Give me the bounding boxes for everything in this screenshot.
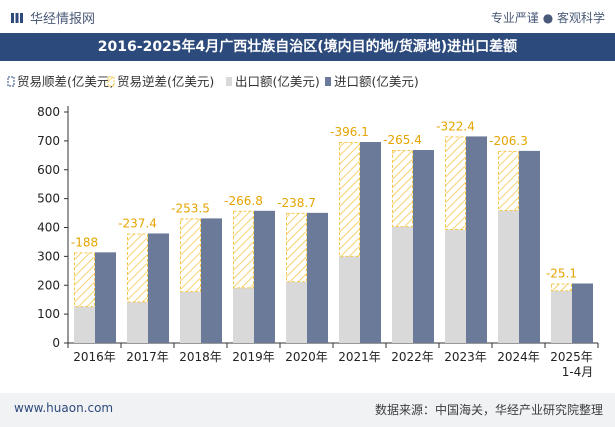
x-tick-label: 2017年 (126, 350, 169, 364)
x-tick-label: 2018年 (179, 350, 222, 364)
x-tick-label: 2024年 (497, 350, 540, 364)
deficit-bar (127, 233, 148, 303)
import-bar (572, 283, 593, 343)
import-bar (466, 136, 487, 343)
deficit-bar (180, 218, 201, 293)
y-tick-label: 400 (37, 221, 60, 235)
legend-label-export: 出口额(亿美元) (235, 74, 320, 89)
y-tick-label: 800 (37, 105, 60, 119)
x-tick-label: 1-4月 (562, 365, 594, 379)
y-tick-label: 500 (37, 192, 60, 206)
y-tick-label: 100 (37, 307, 60, 321)
logo-icon (11, 12, 23, 23)
export-bar (180, 291, 201, 343)
legend-label-surplus: 贸易顺差(亿美元) (17, 74, 114, 89)
x-tick-label: 2019年 (232, 350, 275, 364)
legend: 贸易顺差(亿美元) 贸易逆差(亿美元) 出口额(亿美元) 进口额(亿美元) (7, 74, 419, 89)
import-bar (307, 212, 328, 343)
website-link[interactable]: www.huaon.com (14, 401, 114, 415)
chart-title: 2016-2025年4月广西壮族自治区(境内目的地/货源地)进出口差额 (0, 33, 615, 61)
bars (74, 136, 593, 343)
legend-swatch-import (325, 77, 331, 86)
deficit-value-label: -238.7 (277, 196, 316, 210)
brand: 华经情报网 (10, 8, 95, 27)
deficit-value-label: -322.4 (436, 119, 475, 133)
y-tick-label: 0 (52, 336, 60, 350)
deficit-bar (233, 210, 254, 289)
data-source: 数据来源：中国海关，华经产业研究院整理 (374, 403, 603, 417)
export-bar (74, 306, 95, 343)
import-bar (201, 218, 222, 343)
deficit-bar (392, 149, 413, 228)
deficit-value-label: -253.5 (171, 201, 210, 215)
deficit-bar (498, 150, 519, 211)
x-tick-label: 2023年 (444, 350, 487, 364)
y-tick-label: 700 (37, 134, 60, 148)
x-tick-label: 2025年 (550, 350, 593, 364)
deficit-value-label: -396.1 (330, 125, 369, 139)
export-bar (392, 226, 413, 343)
legend-swatch-deficit (107, 76, 115, 87)
deficit-value-label: -25.1 (546, 266, 577, 280)
deficit-bar (74, 252, 95, 308)
tagline: 专业严谨 ● 客观科学 (490, 11, 605, 25)
deficit-bar (286, 212, 307, 283)
export-bar (127, 301, 148, 343)
import-bar (519, 150, 540, 343)
deficit-value-label: -265.4 (383, 133, 422, 147)
export-bar (445, 229, 466, 343)
export-bar (286, 281, 307, 343)
export-bar (233, 287, 254, 343)
chart-area: 贸易顺差(亿美元) 贸易逆差(亿美元) 出口额(亿美元) 进口额(亿美元) 0 100 2… (0, 62, 615, 392)
legend-label-deficit: 贸易逆差(亿美元) (117, 74, 214, 89)
deficit-bar (339, 142, 360, 257)
deficit-bar (551, 283, 572, 292)
export-bar (551, 290, 572, 343)
y-tick-label: 300 (37, 249, 60, 263)
chart-svg: 贸易顺差(亿美元) 贸易逆差(亿美元) 出口额(亿美元) 进口额(亿美元) 0 100 2… (7, 74, 599, 379)
export-bar (339, 256, 360, 343)
top-bar: 华经情报网 专业严谨 ● 客观科学 (0, 0, 615, 32)
axes: 0 100 200 300 400 500 600 700 800 2016年 2017年 2018年… (37, 105, 599, 379)
data-labels: -188 -237.4 -253.5 -266.8 -238.7 -396.1 -265.4… (71, 119, 577, 280)
deficit-value-label: -237.4 (118, 216, 157, 230)
export-bar (498, 210, 519, 343)
x-tick-label: 2020年 (285, 350, 328, 364)
deficit-bar (445, 136, 466, 231)
x-tick-label: 2022年 (391, 350, 434, 364)
brand-name: 华经情报网 (30, 12, 96, 27)
legend-label-import: 进口额(亿美元) (334, 74, 419, 89)
deficit-value-label: -266.8 (224, 194, 263, 208)
deficit-value-label: -188 (71, 235, 98, 249)
x-tick-label: 2016年 (73, 350, 116, 364)
import-bar (95, 252, 116, 343)
y-tick-label: 600 (37, 163, 60, 177)
y-tick-label: 200 (37, 278, 60, 292)
import-bar (254, 210, 275, 343)
legend-swatch-surplus (7, 76, 15, 87)
deficit-value-label: -206.3 (489, 134, 528, 148)
import-bar (413, 149, 434, 343)
footer: www.huaon.com 数据来源：中国海关，华经产业研究院整理 (0, 393, 615, 427)
legend-swatch-export (226, 77, 232, 86)
import-bar (360, 142, 381, 343)
import-bar (148, 233, 169, 343)
x-tick-label: 2021年 (338, 350, 381, 364)
